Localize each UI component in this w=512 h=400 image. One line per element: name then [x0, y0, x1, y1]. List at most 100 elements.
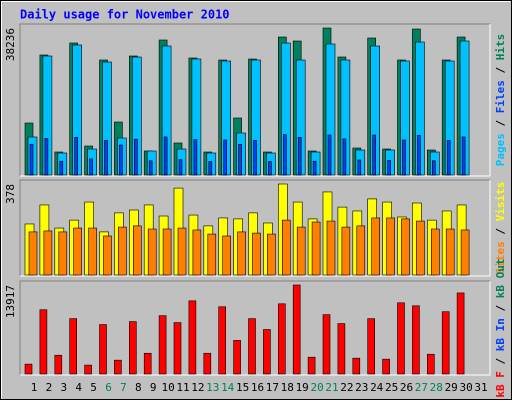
- bar: [147, 228, 157, 276]
- bar: [460, 229, 470, 276]
- bar: [268, 161, 272, 176]
- y-tick-label: 38236: [4, 28, 17, 61]
- x-tick-label: 31: [474, 381, 487, 394]
- legend-separator: /: [494, 113, 507, 133]
- bar: [282, 134, 287, 176]
- x-tick-label: 2: [46, 381, 53, 394]
- bar: [281, 219, 291, 276]
- bar: [382, 358, 390, 375]
- x-tick-label: 26: [400, 381, 413, 394]
- bar: [222, 235, 231, 276]
- x-tick-label: 4: [75, 381, 82, 394]
- panel-bevel: [20, 24, 491, 177]
- bar: [89, 158, 93, 176]
- bar: [412, 305, 420, 375]
- x-tick-label: 18: [281, 381, 294, 394]
- legend: Sites / Visits: [494, 182, 507, 275]
- bar: [356, 225, 366, 276]
- x-tick-label: 28: [430, 381, 443, 394]
- bar: [193, 139, 198, 176]
- bar: [58, 231, 68, 276]
- bar: [143, 352, 152, 375]
- chart-title: Daily usage for November 2010: [20, 8, 230, 22]
- legend: kB F / kB In / kB Out: [494, 258, 507, 397]
- bar: [312, 160, 317, 176]
- legend-separator: /: [494, 60, 507, 80]
- bar: [188, 300, 197, 375]
- bar: [253, 140, 257, 176]
- bar: [342, 138, 347, 176]
- bar: [263, 329, 271, 375]
- panel-bevel: [20, 180, 491, 277]
- bar: [430, 228, 440, 276]
- bar: [267, 233, 276, 276]
- bar: [207, 233, 217, 276]
- bar: [322, 314, 331, 375]
- bar: [292, 284, 301, 375]
- legend-item: Hits: [494, 34, 507, 61]
- bar: [103, 235, 112, 276]
- bar: [445, 228, 455, 276]
- bar: [352, 357, 361, 375]
- bar: [456, 292, 465, 375]
- bar: [446, 140, 451, 176]
- bar: [218, 306, 226, 375]
- bar: [163, 136, 168, 176]
- bar: [431, 160, 436, 176]
- bar: [148, 160, 153, 176]
- x-tick-label: 13: [206, 381, 219, 394]
- bar: [192, 229, 202, 276]
- bar: [74, 137, 78, 176]
- bar: [208, 161, 213, 176]
- bar: [297, 137, 302, 176]
- bar: [73, 227, 82, 276]
- x-tick-label: 12: [191, 381, 204, 394]
- bar: [99, 324, 107, 375]
- bar: [371, 217, 381, 276]
- x-tick-label: 6: [105, 381, 112, 394]
- x-tick-label: 1: [31, 381, 38, 394]
- panel-bevel: [20, 281, 491, 376]
- x-tick-label: 21: [325, 381, 338, 394]
- bar: [426, 353, 435, 375]
- x-tick-label: 3: [60, 381, 67, 394]
- legend-item: kB Out: [494, 258, 507, 298]
- bar: [237, 231, 246, 276]
- bar: [441, 311, 450, 375]
- x-tick-label: 27: [415, 381, 428, 394]
- bar: [326, 220, 336, 276]
- x-tick-label: 17: [266, 381, 279, 394]
- bar: [158, 315, 167, 375]
- bar: [118, 226, 127, 276]
- bar: [252, 232, 261, 276]
- bar: [28, 231, 38, 276]
- bar: [372, 134, 377, 176]
- legend-item: Visits: [494, 182, 507, 222]
- x-tick-label: 22: [340, 381, 353, 394]
- bar: [223, 139, 227, 176]
- bar: [402, 139, 406, 176]
- bar: [39, 309, 48, 375]
- x-tick-label: 24: [370, 381, 384, 394]
- bar: [24, 363, 33, 375]
- bar: [59, 160, 64, 176]
- x-tick-label: 10: [161, 381, 174, 394]
- x-tick-label: 7: [120, 381, 127, 394]
- x-tick-label: 29: [445, 381, 458, 394]
- bar: [386, 217, 395, 276]
- bar: [357, 159, 362, 176]
- bar: [129, 321, 137, 375]
- bar: [84, 364, 92, 375]
- x-tick-label: 5: [90, 381, 97, 394]
- legend-separator: /: [494, 351, 507, 371]
- bar: [337, 323, 346, 375]
- bar: [88, 227, 97, 276]
- bar: [162, 228, 172, 276]
- bar: [367, 318, 376, 375]
- x-tick-label: 25: [385, 381, 398, 394]
- bar: [44, 138, 49, 176]
- x-tick-label: 23: [355, 381, 368, 394]
- bar: [233, 340, 241, 375]
